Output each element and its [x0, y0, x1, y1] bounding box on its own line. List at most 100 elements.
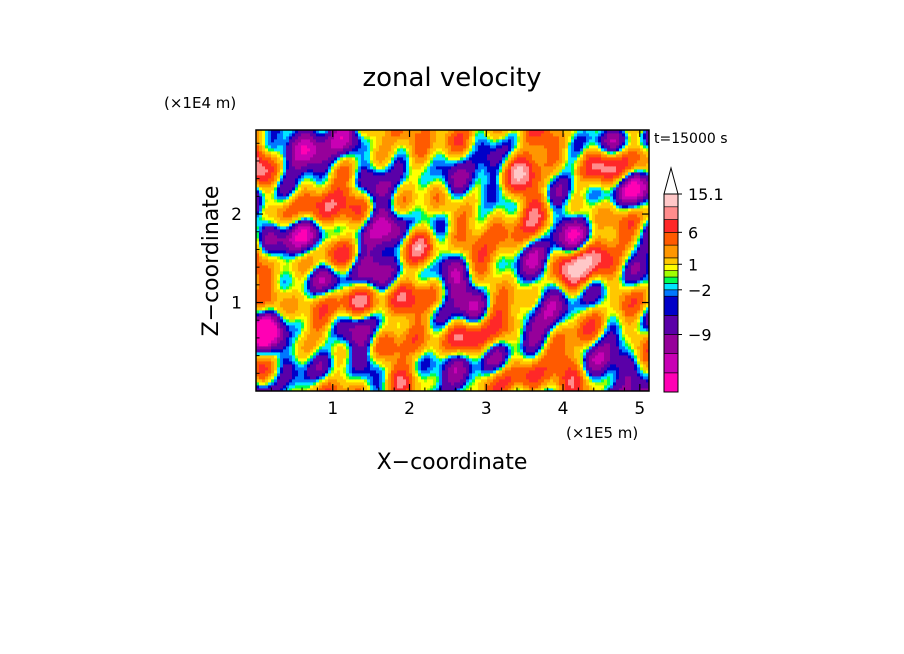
field-cell	[502, 325, 506, 329]
field-cell	[409, 364, 413, 368]
field-cell	[583, 379, 587, 383]
field-cell	[316, 376, 320, 380]
field-cell	[304, 313, 308, 317]
field-cell	[577, 319, 581, 323]
field-cell	[337, 388, 341, 392]
field-cell	[256, 364, 260, 368]
field-cell	[424, 382, 428, 386]
field-cell	[322, 343, 326, 347]
field-cell	[274, 319, 278, 323]
field-cell	[535, 385, 539, 389]
field-cell	[454, 307, 458, 311]
field-cell	[487, 322, 491, 326]
field-cell	[310, 373, 314, 377]
field-cell	[337, 379, 341, 383]
field-cell	[409, 277, 413, 281]
field-cell	[589, 343, 593, 347]
field-cell	[301, 346, 305, 350]
field-cell	[643, 334, 647, 338]
field-cell	[355, 301, 359, 305]
field-cell	[457, 346, 461, 350]
field-cell	[493, 277, 497, 281]
field-cell	[391, 277, 395, 281]
field-cell	[373, 325, 377, 329]
field-cell	[478, 298, 482, 302]
field-cell	[622, 367, 626, 371]
field-cell	[304, 298, 308, 302]
field-cell	[277, 337, 281, 341]
field-cell	[520, 289, 524, 293]
field-cell	[325, 370, 329, 374]
field-cell	[319, 367, 323, 371]
field-cell	[631, 385, 635, 389]
field-cell	[556, 364, 560, 368]
field-cell	[337, 304, 341, 308]
field-cell	[373, 322, 377, 326]
field-cell	[412, 337, 416, 341]
field-cell	[379, 376, 383, 380]
field-cell	[421, 298, 425, 302]
field-cell	[571, 379, 575, 383]
field-cell	[343, 277, 347, 281]
field-cell	[298, 298, 302, 302]
field-cell	[418, 316, 422, 320]
field-cell	[370, 313, 374, 317]
field-cell	[268, 367, 272, 371]
field-cell	[340, 331, 344, 335]
field-cell	[271, 376, 275, 380]
field-cell	[580, 331, 584, 335]
field-cell	[289, 340, 293, 344]
field-cell	[559, 295, 563, 299]
field-cell	[595, 280, 599, 284]
field-cell	[346, 343, 350, 347]
field-cell	[646, 286, 650, 290]
field-cell	[403, 346, 407, 350]
field-cell	[403, 322, 407, 326]
field-cell	[526, 349, 530, 353]
field-cell	[370, 292, 374, 296]
field-cell	[562, 301, 566, 305]
field-cell	[346, 331, 350, 335]
field-cell	[523, 304, 527, 308]
field-cell	[424, 385, 428, 389]
field-cell	[397, 319, 401, 323]
field-cell	[472, 343, 476, 347]
field-cell	[544, 277, 548, 281]
field-cell	[427, 286, 431, 290]
field-cell	[334, 370, 338, 374]
field-cell	[541, 388, 545, 392]
field-cell	[379, 328, 383, 332]
field-cell	[511, 382, 515, 386]
field-cell	[370, 301, 374, 305]
field-cell	[466, 304, 470, 308]
field-cell	[427, 328, 431, 332]
field-cell	[490, 277, 494, 281]
field-cell	[604, 343, 608, 347]
field-cell	[592, 316, 596, 320]
field-cell	[484, 301, 488, 305]
field-cell	[571, 376, 575, 380]
field-cell	[592, 313, 596, 317]
field-cell	[511, 340, 515, 344]
field-cell	[415, 301, 419, 305]
field-cell	[490, 343, 494, 347]
field-cell	[625, 334, 629, 338]
field-cell	[589, 310, 593, 314]
field-cell	[580, 301, 584, 305]
field-cell	[373, 307, 377, 311]
field-cell	[304, 328, 308, 332]
field-cell	[406, 388, 410, 392]
field-cell	[520, 286, 524, 290]
field-cell	[559, 292, 563, 296]
field-cell	[550, 283, 554, 287]
field-cell	[325, 316, 329, 320]
field-cell	[499, 352, 503, 356]
field-cell	[607, 364, 611, 368]
field-cell	[436, 376, 440, 380]
field-cell	[610, 358, 614, 362]
field-cell	[277, 385, 281, 389]
field-cell	[370, 286, 374, 290]
field-cell	[280, 337, 284, 341]
field-cell	[511, 388, 515, 392]
field-cell	[382, 349, 386, 353]
